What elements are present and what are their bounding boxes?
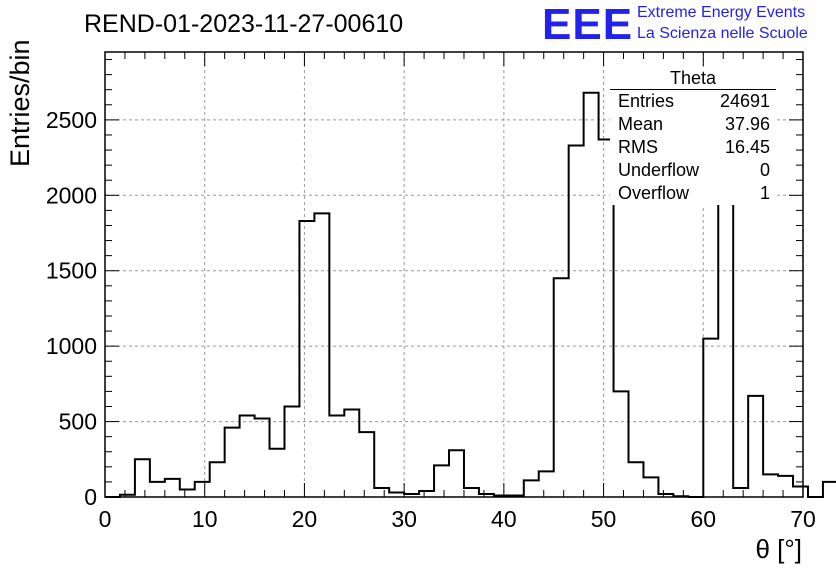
y-axis-label: Entries/bin	[5, 39, 35, 167]
stats-row: RMS 16.45	[610, 136, 776, 159]
stats-box: Theta Entries 24691 Mean 37.96 RMS 16.45 Un…	[610, 68, 776, 205]
x-tick-label: 40	[491, 506, 517, 532]
x-tick-label: 70	[790, 506, 816, 532]
y-tick-label: 2500	[46, 107, 97, 133]
y-tick-label: 1000	[46, 333, 97, 359]
stats-label: Mean	[618, 114, 664, 134]
stats-label: Underflow	[618, 160, 700, 180]
y-tick-label: 0	[84, 484, 97, 510]
stats-value: 0	[759, 160, 770, 180]
stats-row: Overflow 1	[610, 182, 776, 205]
brand-line-1: Extreme Energy Events	[637, 4, 806, 21]
y-tick-label: 1500	[46, 258, 97, 284]
x-tick-label: 20	[292, 506, 318, 532]
x-axis-label: θ [°]	[755, 534, 802, 564]
stats-title: Theta	[610, 68, 776, 90]
x-tick-label: 30	[391, 506, 417, 532]
y-tick-label: 2000	[46, 182, 97, 208]
axis-ticks	[104, 52, 804, 498]
eee-logo: EEE	[542, 0, 634, 49]
stats-value: 16.45	[724, 137, 770, 157]
stats-row: Entries 24691	[610, 90, 776, 113]
stats-value: 24691	[719, 91, 770, 111]
x-tick-label: 10	[192, 506, 218, 532]
stats-label: RMS	[618, 137, 658, 157]
y-tick-label: 500	[59, 409, 97, 435]
y-tick-labels: 0 500 1000 1500 2000 2500	[46, 107, 97, 510]
stats-row: Underflow 0	[610, 159, 776, 182]
stats-label: Overflow	[618, 183, 690, 203]
x-tick-labels: 0 10 20 30 40 50 60 70	[99, 506, 816, 532]
stats-value: 37.96	[724, 114, 770, 134]
x-tick-label: 60	[690, 506, 716, 532]
x-tick-label: 0	[99, 506, 112, 532]
chart-title: REND-01-2023-11-27-00610	[84, 10, 404, 38]
stats-row: Mean 37.96	[610, 113, 776, 136]
grid-lines	[105, 52, 803, 497]
stats-value: 1	[759, 183, 770, 203]
x-tick-label: 50	[591, 506, 617, 532]
brand-line-2: La Scienza nelle Scuole	[637, 25, 808, 42]
plot-frame	[104, 51, 804, 498]
stats-label: Entries	[618, 91, 675, 111]
